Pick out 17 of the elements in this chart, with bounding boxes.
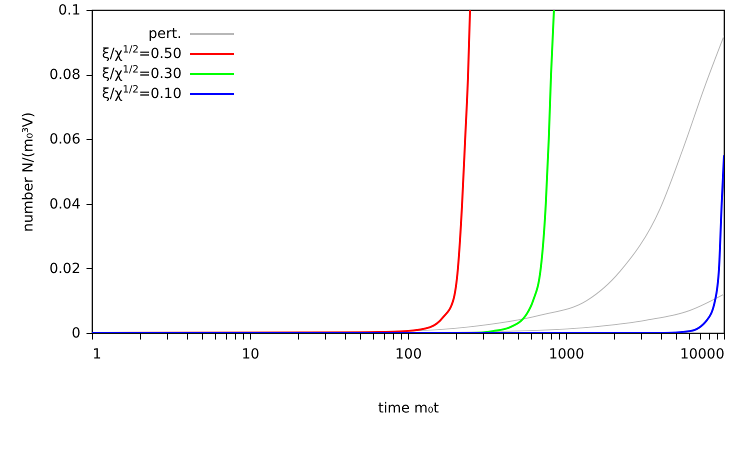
- legend-label: pert.: [148, 25, 182, 44]
- y-axis-title: number N/(m₀³V): [20, 112, 36, 232]
- x-tick-label: 1: [92, 346, 102, 362]
- x-tick-label: 10000: [680, 346, 724, 362]
- x-tick-label: 100: [395, 346, 422, 362]
- x-tick-label: 10: [242, 346, 260, 362]
- x-axis-title: time m₀t: [378, 400, 440, 416]
- x-tick-label: 1000: [548, 346, 584, 362]
- legend-label: ξ/χ$^{1/2}$=0.30: [102, 64, 182, 84]
- y-tick-label: 0.08: [49, 67, 80, 84]
- y-tick-label: 0.1: [58, 2, 80, 18]
- y-tick-label: 0: [72, 326, 80, 342]
- legend-label: ξ/χ$^{1/2}$=0.50: [102, 44, 182, 64]
- legend-label: ξ/χ$^{1/2}$=0.10: [102, 84, 182, 104]
- y-tick-label: 0.04: [49, 196, 81, 212]
- y-tick-label: 0.02: [49, 260, 80, 277]
- y-tick-label: 0.06: [49, 132, 81, 148]
